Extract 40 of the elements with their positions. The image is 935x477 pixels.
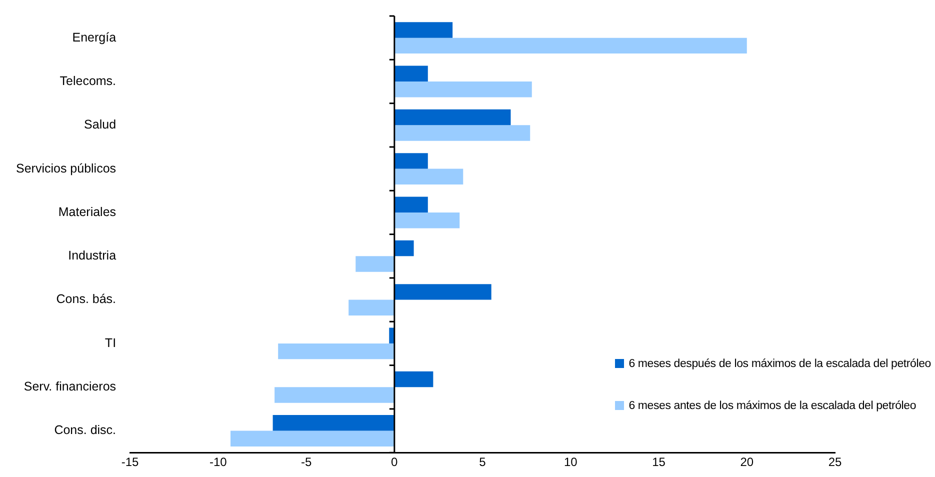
x-tick-label: 15 xyxy=(652,455,666,470)
bar xyxy=(356,256,394,272)
x-tick-label: -5 xyxy=(300,455,312,470)
bar xyxy=(394,212,460,228)
legend-label: 6 meses antes de los máximos de la escalada del petróleo xyxy=(628,400,916,412)
x-tick-label: 20 xyxy=(740,455,754,470)
bar xyxy=(394,81,532,98)
y-tick-label: TI xyxy=(104,336,116,350)
bar xyxy=(274,387,394,403)
bar xyxy=(394,125,530,141)
y-tick-label: Serv. financieros xyxy=(24,380,116,394)
x-tick-label: 25 xyxy=(828,455,842,470)
bar xyxy=(394,240,414,256)
bar xyxy=(394,66,428,82)
bar xyxy=(394,22,453,38)
x-tick-label: 10 xyxy=(564,455,578,470)
x-tick-label: 5 xyxy=(479,455,486,470)
y-tick-label: Salud xyxy=(84,118,116,132)
bar xyxy=(230,430,394,446)
x-tick-label: -10 xyxy=(209,455,228,470)
legend-label: 6 meses después de los máximos de la escalada del petróleo xyxy=(628,358,931,370)
y-tick-label: Cons. disc. xyxy=(54,423,116,438)
y-tick-label: Cons. bás. xyxy=(56,292,116,306)
bar xyxy=(394,371,434,388)
bar xyxy=(278,343,394,360)
bar xyxy=(394,109,511,126)
y-tick-label: Energía xyxy=(72,30,116,44)
bar xyxy=(394,196,428,212)
x-tick-label: -15 xyxy=(121,455,140,470)
bar xyxy=(394,38,747,54)
bar xyxy=(348,300,394,316)
y-tick-label: Servicios públicos xyxy=(16,161,116,176)
bar xyxy=(272,415,394,431)
bar xyxy=(394,284,492,300)
x-tick-label: 0 xyxy=(391,455,398,470)
y-tick-label: Materiales xyxy=(58,204,116,219)
bar xyxy=(394,168,464,185)
bar xyxy=(394,153,428,169)
y-tick-label: Telecoms. xyxy=(60,74,116,88)
y-tick-label: Industria xyxy=(68,248,116,263)
